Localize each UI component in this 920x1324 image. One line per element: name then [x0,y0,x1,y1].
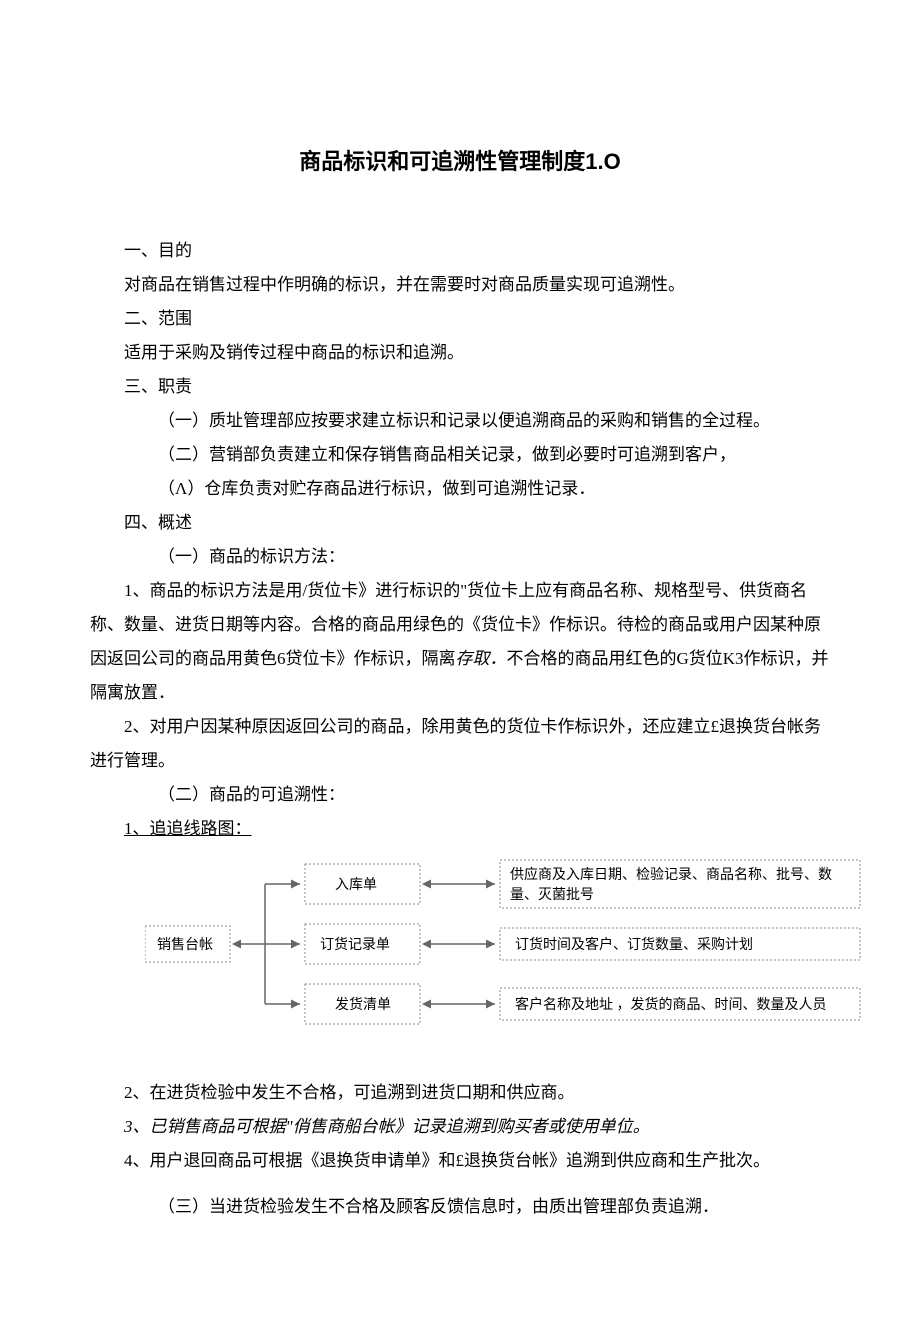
p1-italic: 存取． [456,649,507,668]
diagram-label: 1、追追线路图： [90,812,830,846]
node-sales-ledger: 销售台帐 [157,937,213,953]
node-inbound: 入库单 [335,877,377,893]
section-2-body: 适用于采购及销传过程中商品的标识和追溯。 [90,336,830,370]
section-1-heading: 一、目的 [90,234,830,268]
doc-title: 商品标识和可追溯性管理制度1.O [90,140,830,184]
list-item-4: 4、用户退回商品可根据《退换货申请单》和£退换货台帐》追溯到供应商和生产批次。 [90,1144,830,1178]
section-3-item-3: （Λ）仓库负责对贮存商品进行标识，做到可追溯性记录． [90,472,830,506]
node-r2: 订货时间及客户、订货数量、采购计划 [515,936,753,953]
traceability-flowchart: 销售台帐 入库单 订货记录单 发货清单 供应商及入库日期、检验记录、商品名称、批… [145,856,830,1046]
section-4-heading: 四、概述 [90,506,830,540]
section-2-heading: 二、范围 [90,302,830,336]
section-3-item-1: （一）质址管理部应按要求建立标识和记录以便追溯商品的采购和销售的全过程。 [90,404,830,438]
section-3-item-2: （二）营销部负责建立和保存销售商品相关记录，做到必要时可追溯到客户， [90,438,830,472]
section-3-heading: 三、职责 [90,370,830,404]
node-r1-line2: 量、灭菌批号 [510,887,594,903]
node-order: 订货记录单 [320,936,390,953]
section-4-sub1: （一）商品的标识方法： [90,540,830,574]
diagram-label-text: 1、追追线路图： [124,819,252,838]
list-item-3-text: 3、已销售商品可根据"俏售商船台帐》记录追溯到购买者或使用单位。 [124,1117,650,1136]
node-r3: 客户名称及地址 ，发货的商品、时间、数量及人员 [515,996,827,1013]
list-item-3: 3、已销售商品可根据"俏售商船台帐》记录追溯到购买者或使用单位。 [90,1110,830,1144]
node-r1-line1: 供应商及入库日期、检验记录、商品名称、批号、数 [510,866,832,883]
section-4-sub2: （二）商品的可追溯性： [90,778,830,812]
section-1-body: 对商品在销售过程中作明确的标识，并在需要时对商品质量实现可追溯性。 [90,268,830,302]
section-4-p2: 2、对用户因某种原因返回公司的商品，除用黄色的货位卡作标识外，还应建立£退换货台… [90,710,830,778]
node-ship: 发货清单 [335,996,391,1013]
section-4-sub3: （三）当进货检验发生不合格及顾客反馈信息时，由质出管理部负责追溯． [90,1190,830,1224]
section-4-p1: 1、商品的标识方法是用/货位卡》进行标识的"货位卡上应有商品名称、规格型号、供货… [90,574,830,710]
list-item-2: 2、在进货检验中发生不合格，可追溯到进货口期和供应商。 [90,1076,830,1110]
